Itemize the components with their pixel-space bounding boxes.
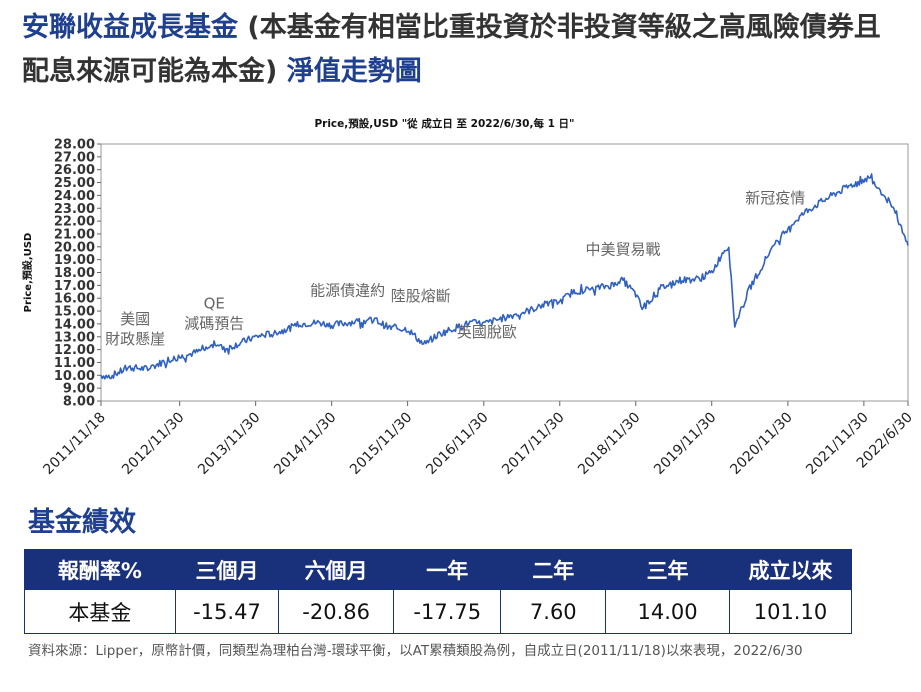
event-annotation: 英國脫歐 [457,323,517,341]
header-cell-return: 報酬率% [24,549,176,590]
y-tick-label: 10.00 [54,369,95,384]
header-cell-since-inception: 成立以來 [728,549,853,590]
x-tick-label: 2011/11/18 [40,410,108,478]
value-1y: -17.75 [393,589,502,634]
y-tick-label: 20.00 [54,240,95,255]
performance-section-title: 基金績效 [28,507,136,538]
header-cell-3m: 三個月 [174,549,280,590]
x-tick-label: 2019/11/30 [651,410,719,478]
y-tick-label: 18.00 [54,266,95,281]
value-2y: 7.60 [500,589,607,634]
value-3m: -15.47 [174,589,280,634]
nav-series-line [100,173,909,380]
value-since-inception: 101.10 [728,589,853,634]
header-cell-3y: 三年 [605,549,730,590]
page-title: 安聯收益成長基金 (本基金有相當比重投資於非投資等級之高風險債券且配息來源可能為… [22,6,902,94]
x-tick-label: 2018/11/30 [575,410,643,478]
y-tick-label: 26.00 [54,163,95,178]
y-tick-label: 21.00 [54,227,95,242]
event-annotation: QE [204,294,225,312]
performance-header-row: 報酬率% 三個月 六個月 一年 二年 三年 成立以來 [24,549,853,590]
performance-table: 報酬率% 三個月 六個月 一年 二年 三年 成立以來 本基金 -15.47 -2… [24,549,853,634]
event-annotation: 能源債違約 [310,282,385,300]
fund-name: 安聯收益成長基金 [22,12,238,43]
y-tick-label: 19.00 [54,253,95,268]
y-tick-label: 8.00 [63,395,95,410]
value-6m: -20.86 [278,589,395,634]
y-tick-label: 12.00 [54,343,95,358]
y-tick-label: 13.00 [54,330,95,345]
event-annotation: 美國 [120,310,150,328]
chart-title: Price,預設,USD "從 成立日 至 2022/6/30,每 1 日" [314,117,574,130]
y-tick-label: 27.00 [54,150,95,165]
x-tick-label: 2016/11/30 [423,410,491,478]
value-3y: 14.00 [605,589,730,634]
row-label: 本基金 [24,589,176,634]
y-tick-label: 16.00 [54,292,95,307]
event-annotation: 減碼預告 [184,314,244,332]
x-tick-label: 2014/11/30 [271,410,339,478]
y-tick-label: 17.00 [54,279,95,294]
nav-line-chart: Price,預設,USD "從 成立日 至 2022/6/30,每 1 日" 8.… [21,117,916,478]
x-tick-label: 2015/11/30 [347,410,415,478]
x-tick-label: 2013/11/30 [195,410,263,478]
event-annotation: 陸股熔斷 [391,287,451,305]
y-tick-label: 25.00 [54,176,95,191]
y-tick-label: 22.00 [54,215,95,230]
header-cell-2y: 二年 [500,549,607,590]
y-tick-label: 15.00 [54,305,95,320]
x-tick-label: 2017/11/30 [499,410,567,478]
x-tick-label: 2012/11/30 [119,410,187,478]
source-footnote: 資料來源：Lipper，原幣計價，同類型為理柏台灣-環球平衡，以AT累積類股為例… [28,643,803,659]
chart-heading: 淨值走勢圖 [286,56,422,87]
y-tick-label: 9.00 [63,382,95,397]
x-tick-label: 2020/11/30 [727,410,795,478]
header-cell-1y: 一年 [393,549,502,590]
fund-risk-note: (本基金有相當比重投資於非投資等級之高風險債券且配息來源可能為本金) [22,12,881,87]
header-cell-6m: 六個月 [278,549,395,590]
y-tick-label: 28.00 [54,138,95,153]
event-annotation: 新冠疫情 [745,189,805,207]
y-tick-label: 11.00 [54,356,95,371]
event-annotation: 中美貿易戰 [586,241,661,259]
y-tick-label: 23.00 [54,202,95,217]
y-tick-label: 24.00 [54,189,95,204]
table-row: 本基金 -15.47 -20.86 -17.75 7.60 14.00 101.… [24,589,853,634]
plot-frame [100,143,909,402]
y-axis-label: Price,預設,USD [21,233,34,313]
event-annotation: 財政懸崖 [105,330,165,348]
y-tick-label: 14.00 [54,317,95,332]
